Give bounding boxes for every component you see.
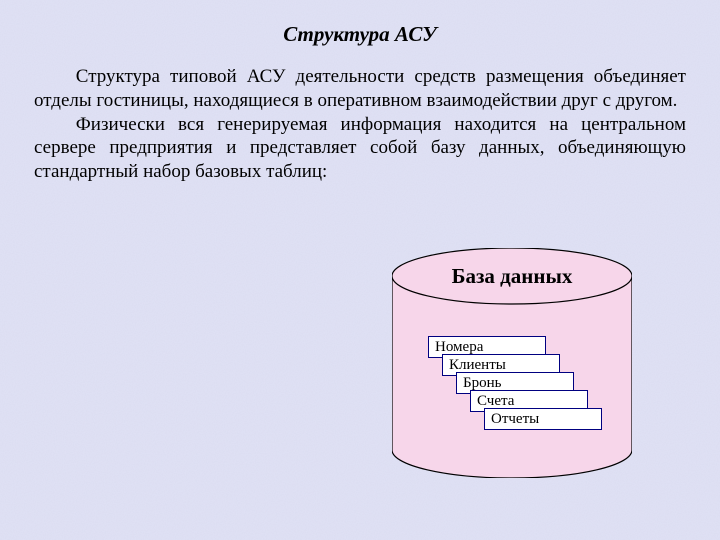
table-label: Счета [477, 393, 514, 410]
table-label: Номера [435, 339, 483, 356]
table-label: Клиенты [449, 357, 506, 374]
tables-stack: НомераКлиентыБроньСчетаОтчеты [0, 0, 720, 540]
table-label: Отчеты [491, 411, 539, 428]
table-box: Отчеты [484, 408, 602, 430]
table-label: Бронь [463, 375, 501, 392]
